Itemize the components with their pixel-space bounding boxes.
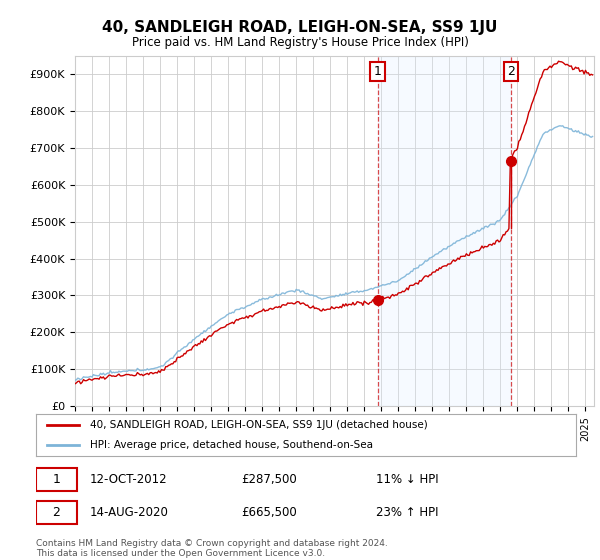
FancyBboxPatch shape xyxy=(36,468,77,491)
Text: 1: 1 xyxy=(52,473,60,486)
Text: 14-AUG-2020: 14-AUG-2020 xyxy=(90,506,169,519)
Bar xyxy=(377,56,511,406)
FancyBboxPatch shape xyxy=(36,501,77,524)
Text: 23% ↑ HPI: 23% ↑ HPI xyxy=(376,506,439,519)
Text: 40, SANDLEIGH ROAD, LEIGH-ON-SEA, SS9 1JU: 40, SANDLEIGH ROAD, LEIGH-ON-SEA, SS9 1J… xyxy=(103,20,497,35)
Text: HPI: Average price, detached house, Southend-on-Sea: HPI: Average price, detached house, Sout… xyxy=(90,440,373,450)
Text: 11% ↓ HPI: 11% ↓ HPI xyxy=(376,473,439,486)
Text: 40, SANDLEIGH ROAD, LEIGH-ON-SEA, SS9 1JU (detached house): 40, SANDLEIGH ROAD, LEIGH-ON-SEA, SS9 1J… xyxy=(90,420,428,430)
Text: 12-OCT-2012: 12-OCT-2012 xyxy=(90,473,167,486)
Text: 2: 2 xyxy=(52,506,60,519)
Text: £287,500: £287,500 xyxy=(241,473,297,486)
Text: 2: 2 xyxy=(507,66,515,78)
Text: £665,500: £665,500 xyxy=(241,506,297,519)
Text: Contains HM Land Registry data © Crown copyright and database right 2024.
This d: Contains HM Land Registry data © Crown c… xyxy=(36,539,388,558)
Text: 1: 1 xyxy=(374,66,382,78)
Text: Price paid vs. HM Land Registry's House Price Index (HPI): Price paid vs. HM Land Registry's House … xyxy=(131,36,469,49)
